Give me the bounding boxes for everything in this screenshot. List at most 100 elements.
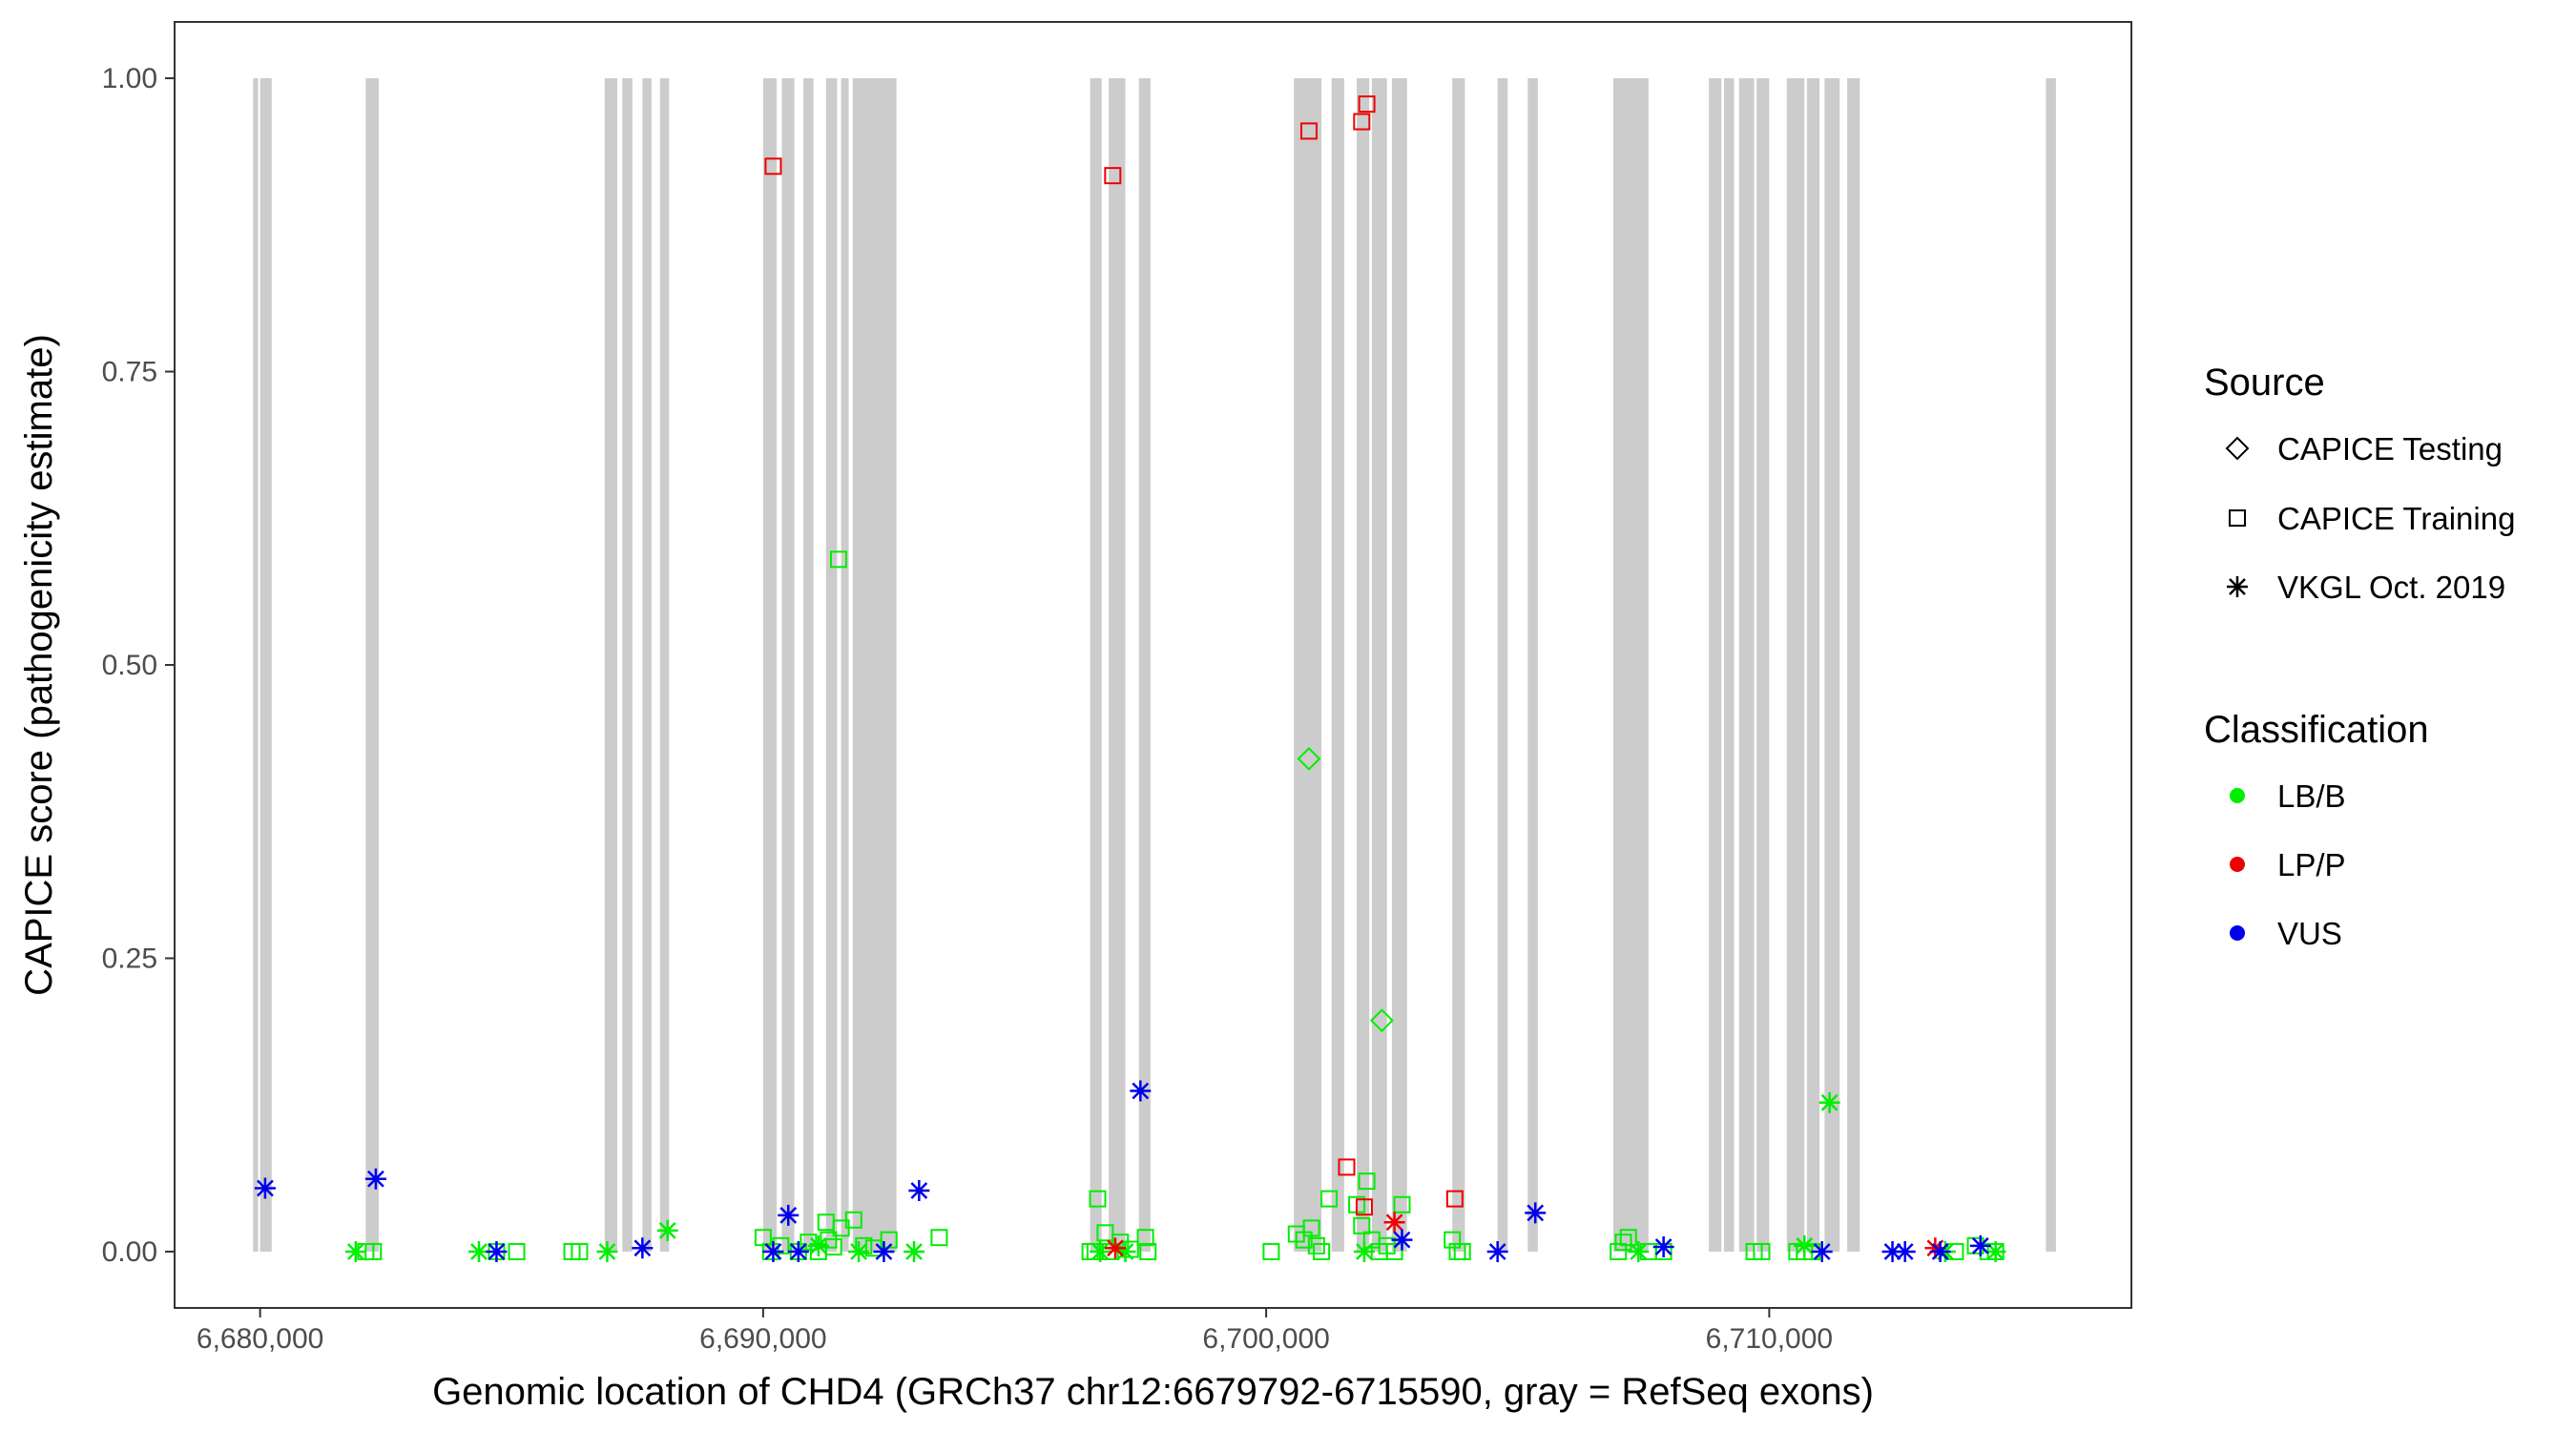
data-point-square-0-48 xyxy=(1453,1242,1471,1260)
data-point-square-1-0 xyxy=(764,157,782,176)
data-point-square-1-2 xyxy=(1299,122,1318,140)
legend-label-source: CAPICE Testing xyxy=(2277,431,2503,467)
exon-band-25 xyxy=(1633,78,1649,1252)
exon-band-18 xyxy=(1357,78,1370,1252)
exon-band-33 xyxy=(1847,78,1860,1252)
exon-band-30 xyxy=(1786,78,1805,1252)
data-point-square-0-31 xyxy=(1262,1242,1280,1260)
data-point-square-0-21 xyxy=(930,1229,948,1247)
legend-title-source: Source xyxy=(2204,362,2325,404)
data-point-square-0-51 xyxy=(1619,1229,1637,1247)
exon-band-6 xyxy=(659,78,670,1252)
data-point-asterisk-3-2 xyxy=(596,1240,618,1262)
legend-key-diamond xyxy=(2225,436,2250,461)
exon-band-23 xyxy=(1527,78,1538,1252)
legend-key-color xyxy=(2230,857,2245,872)
data-point-asterisk-3-5 xyxy=(848,1240,870,1262)
exon-band-4 xyxy=(622,78,633,1252)
exon-band-0 xyxy=(253,78,259,1252)
y-tick-label: 0.50 xyxy=(102,650,157,681)
data-point-asterisk-5-10 xyxy=(1391,1229,1413,1251)
data-point-square-0-40 xyxy=(1358,1172,1376,1191)
data-point-asterisk-5-9 xyxy=(1130,1080,1152,1102)
exon-band-16 xyxy=(1294,78,1322,1252)
data-points xyxy=(254,95,2006,1262)
data-point-asterisk-5-0 xyxy=(254,1177,276,1199)
exon-band-13 xyxy=(1090,78,1102,1252)
x-tick-label: 6,680,000 xyxy=(197,1323,323,1355)
data-point-asterisk-3-7 xyxy=(1090,1240,1111,1262)
data-point-diamond-2-0 xyxy=(1297,746,1321,771)
data-point-square-0-25 xyxy=(1096,1224,1114,1242)
y-tick-label: 0.25 xyxy=(102,943,157,974)
exon-band-31 xyxy=(1806,78,1820,1252)
legend-key-color xyxy=(2230,788,2245,803)
data-point-asterisk-5-12 xyxy=(1525,1202,1547,1224)
exon-band-10 xyxy=(825,78,838,1252)
exon-band-1 xyxy=(260,78,272,1252)
data-point-square-0-29 xyxy=(1136,1229,1154,1247)
data-point-asterisk-5-13 xyxy=(1652,1236,1674,1258)
data-point-asterisk-4-0 xyxy=(1104,1237,1126,1259)
data-point-asterisk-5-16 xyxy=(1894,1240,1916,1262)
legend-label-source: CAPICE Training xyxy=(2277,501,2515,536)
x-axis-title: Genomic location of CHD4 (GRCh37 chr12:6… xyxy=(432,1371,1874,1413)
data-point-diamond-2-1 xyxy=(1369,1008,1394,1033)
data-point-square-0-30 xyxy=(1139,1242,1157,1260)
exon-band-3 xyxy=(604,78,617,1252)
data-point-square-0-5 xyxy=(571,1242,589,1260)
data-point-asterisk-3-12 xyxy=(1818,1091,1840,1113)
data-point-asterisk-5-8 xyxy=(908,1180,930,1202)
data-point-square-1-5 xyxy=(1358,95,1376,114)
exon-band-12 xyxy=(852,78,897,1252)
data-point-asterisk-3-1 xyxy=(467,1240,489,1262)
data-point-asterisk-3-10 xyxy=(1628,1240,1650,1262)
data-point-asterisk-5-3 xyxy=(632,1237,654,1259)
legend-key-color xyxy=(2230,925,2245,941)
data-point-asterisk-5-5 xyxy=(778,1204,800,1226)
data-point-square-1-7 xyxy=(1445,1190,1464,1208)
exon-band-26 xyxy=(1709,78,1722,1252)
exon-band-21 xyxy=(1452,78,1465,1252)
data-point-square-0-17 xyxy=(844,1211,862,1229)
exon-band-17 xyxy=(1331,78,1344,1252)
data-point-asterisk-4-1 xyxy=(1383,1212,1405,1234)
data-point-asterisk-5-7 xyxy=(873,1240,895,1262)
data-point-square-0-44 xyxy=(1385,1242,1403,1260)
exon-band-34 xyxy=(2046,78,2056,1252)
data-point-square-1-6 xyxy=(1355,1198,1373,1216)
data-point-asterisk-3-9 xyxy=(1353,1240,1375,1262)
data-point-square-0-34 xyxy=(1302,1219,1320,1237)
data-point-square-0-35 xyxy=(1307,1236,1325,1255)
exon-band-9 xyxy=(803,78,814,1252)
exon-band-22 xyxy=(1497,78,1508,1252)
exon-band-14 xyxy=(1109,78,1126,1252)
exon-band-11 xyxy=(841,78,849,1252)
data-point-square-0-36 xyxy=(1313,1242,1331,1260)
data-point-square-0-39 xyxy=(1353,1216,1371,1234)
legend-label-classification: VUS xyxy=(2277,916,2342,951)
x-tick-label: 6,700,000 xyxy=(1202,1323,1329,1355)
data-point-square-0-37 xyxy=(1320,1190,1339,1208)
data-point-asterisk-5-6 xyxy=(787,1240,809,1262)
data-point-square-0-46 xyxy=(1444,1231,1462,1249)
data-point-square-0-3 xyxy=(508,1242,526,1260)
exon-band-2 xyxy=(365,78,380,1252)
exon-band-32 xyxy=(1824,78,1840,1252)
y-axis: 0.00 0.25 0.50 0.75 1.00 xyxy=(102,63,175,1268)
y-axis-title: CAPICE score (pathogenicity estimate) xyxy=(18,334,60,996)
exon-band-20 xyxy=(1391,78,1407,1252)
exon-band-5 xyxy=(642,78,652,1252)
data-point-square-0-18 xyxy=(855,1236,873,1255)
exon-band-28 xyxy=(1738,78,1755,1252)
x-tick-label: 6,710,000 xyxy=(1706,1323,1833,1355)
data-point-square-1-3 xyxy=(1338,1158,1356,1176)
data-point-asterisk-3-8 xyxy=(1114,1240,1136,1262)
data-point-square-0-24 xyxy=(1089,1190,1107,1208)
legend-title-classification: Classification xyxy=(2204,709,2429,751)
y-tick-label: 1.00 xyxy=(102,63,157,94)
legend: Source CAPICE Testing CAPICE Training VKGL … xyxy=(2204,362,2515,951)
legend-key-asterisk xyxy=(2227,576,2248,597)
exon-band-7 xyxy=(762,78,778,1252)
